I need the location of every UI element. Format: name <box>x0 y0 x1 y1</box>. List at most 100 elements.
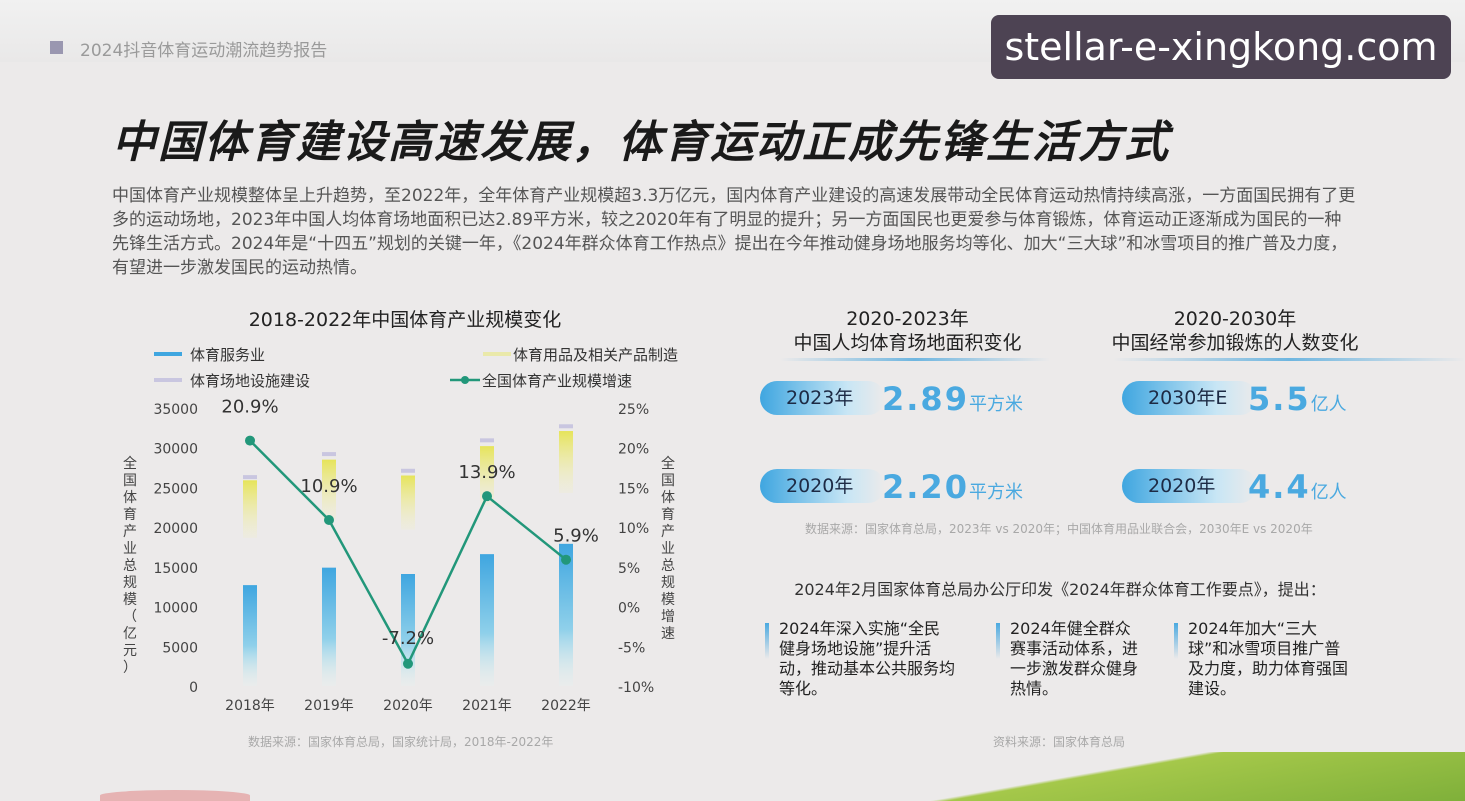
y-tick-label: 35000 <box>153 402 198 418</box>
legend-swatch <box>483 352 511 356</box>
y-axis-label: 业 <box>123 541 137 557</box>
y-tick-label: 25000 <box>153 481 198 497</box>
y2-axis-label: 增 <box>661 609 675 625</box>
stat-value: 2.20平方米 <box>882 468 1023 506</box>
unit: 亿人 <box>1310 482 1347 503</box>
year-pill: 2020年 <box>1122 469 1257 503</box>
y-axis-label: 总 <box>123 558 137 574</box>
y-axis-label: 产 <box>123 524 137 540</box>
header-marker <box>50 41 63 54</box>
x-tick-label: 2019年 <box>304 698 354 714</box>
stats-source: 数据来源：国家体育总局，2023年 vs 2020年；中国体育用品业联合会，20… <box>805 522 1313 536</box>
bar-construction <box>243 475 257 480</box>
stat-value: 5.5亿人 <box>1248 380 1347 418</box>
y2-axis-label: 育 <box>661 507 675 523</box>
y2-axis-label: 产 <box>661 524 675 540</box>
y2-tick-label: 0% <box>618 601 640 617</box>
y-tick-label: 5000 <box>162 640 198 656</box>
growth-data-label: 5.9% <box>553 526 599 547</box>
policy-point: 2024年加大“三大球”和冰雪项目推广普及力度，助力体育强国建设。 <box>1174 619 1354 699</box>
x-tick-label: 2020年 <box>383 698 433 714</box>
legend-label: 体育服务业 <box>190 346 265 364</box>
y-axis-label: 体 <box>123 490 137 506</box>
y2-tick-label: 5% <box>618 561 640 577</box>
bar-construction <box>559 424 573 429</box>
year-pill: 2030年E <box>1122 381 1257 415</box>
y2-tick-label: 20% <box>618 442 649 458</box>
area-title-line2: 中国人均体育场地面积变化 <box>793 332 1022 354</box>
y2-axis-label: 速 <box>661 626 675 642</box>
policy-point: 2024年健全群众赛事活动体系，进一步激发群众健身热情。 <box>996 619 1146 699</box>
watermark: stellar-e-xingkong.com <box>991 15 1451 79</box>
growth-data-label: 20.9% <box>221 397 278 418</box>
policy-point: 2024年深入实施“全民健身场地设施”提升活动，推动基本公共服务均等化。 <box>765 619 955 699</box>
x-tick-label: 2018年 <box>225 698 275 714</box>
x-tick-label: 2021年 <box>462 698 512 714</box>
report-title: 2024抖音体育运动潮流趋势报告 <box>80 41 328 61</box>
y-axis-label: 模 <box>123 592 137 608</box>
y2-tick-label: 15% <box>618 481 649 497</box>
value: 2.20 <box>882 468 969 506</box>
growth-point <box>482 491 492 502</box>
y-tick-label: 15000 <box>153 561 198 577</box>
y-axis-label: 亿 <box>123 626 137 642</box>
legend-swatch <box>154 378 182 382</box>
y2-axis-label: 国 <box>661 473 675 489</box>
y2-axis-label: 模 <box>661 592 675 608</box>
bar-construction <box>322 452 336 457</box>
value: 5.5 <box>1248 380 1311 418</box>
decoration <box>100 790 250 801</box>
people-title-line1: 2020-2030年 <box>1173 308 1297 330</box>
page-title: 中国体育建设高速发展，体育运动正成先锋生活方式 <box>112 117 1170 168</box>
y-axis-label: 规 <box>123 575 137 591</box>
y-axis-label: 育 <box>123 507 137 523</box>
growth-data-label: 10.9% <box>300 476 357 497</box>
people-title: 2020-2030年 中国经常参加锻炼的人数变化 <box>1105 307 1365 355</box>
y2-tick-label: 25% <box>618 402 649 418</box>
y2-axis-label: 业 <box>661 541 675 557</box>
y-axis-label: 国 <box>123 473 137 489</box>
bar-construction <box>401 468 415 473</box>
bar-manufacturing <box>322 459 336 520</box>
unit: 平方米 <box>968 482 1023 503</box>
bar-manufacturing <box>480 446 494 506</box>
area-title: 2020-2023年 中国人均体育场地面积变化 <box>780 307 1035 355</box>
y-axis-label: 全 <box>123 455 137 472</box>
unit: 平方米 <box>968 394 1023 415</box>
y-axis-label: 元 <box>123 643 137 659</box>
y-tick-label: 10000 <box>153 601 198 617</box>
growth-point <box>245 435 255 446</box>
y2-tick-label: -5% <box>618 640 645 656</box>
divider <box>780 358 1050 361</box>
bar-service <box>559 543 573 686</box>
legend-label: 体育用品及相关产品制造 <box>513 346 678 364</box>
y-axis-label: （ <box>123 609 137 625</box>
chart-source: 数据来源：国家体育总局，国家统计局，2018年-2022年 <box>248 735 554 749</box>
unit: 亿人 <box>1310 394 1347 415</box>
legend-label: 体育场地设施建设 <box>190 372 310 390</box>
divider <box>1113 358 1465 361</box>
stat-value: 2.89平方米 <box>882 380 1023 418</box>
y2-axis-label: 规 <box>661 575 675 591</box>
y-tick-label: 20000 <box>153 521 198 537</box>
intro-paragraph: 中国体育产业规模整体呈上升趋势，至2022年，全年体育产业规模超3.3万亿元，国… <box>112 186 1356 278</box>
value: 4.4 <box>1248 468 1311 506</box>
chart-title: 2018-2022年中国体育产业规模变化 <box>248 309 562 331</box>
grass-decoration <box>850 752 1465 801</box>
legend-marker <box>461 376 469 384</box>
y-tick-label: 0 <box>189 680 198 696</box>
y2-axis-label: 总 <box>661 558 675 574</box>
y-axis-label: ） <box>123 660 137 676</box>
year-pill: 2020年 <box>760 469 885 503</box>
value: 2.89 <box>882 380 969 418</box>
y2-axis-label: 体 <box>661 490 675 506</box>
legend-swatch <box>154 352 182 356</box>
area-title-line1: 2020-2023年 <box>846 308 969 330</box>
y2-axis-label: 全 <box>661 455 675 472</box>
y2-tick-label: 10% <box>618 521 649 537</box>
bar-manufacturing <box>243 480 257 538</box>
growth-point <box>324 514 334 525</box>
year-pill: 2023年 <box>760 381 885 415</box>
growth-data-label: -7.2% <box>382 628 434 649</box>
policy-source: 资料来源：国家体育总局 <box>993 735 1126 749</box>
